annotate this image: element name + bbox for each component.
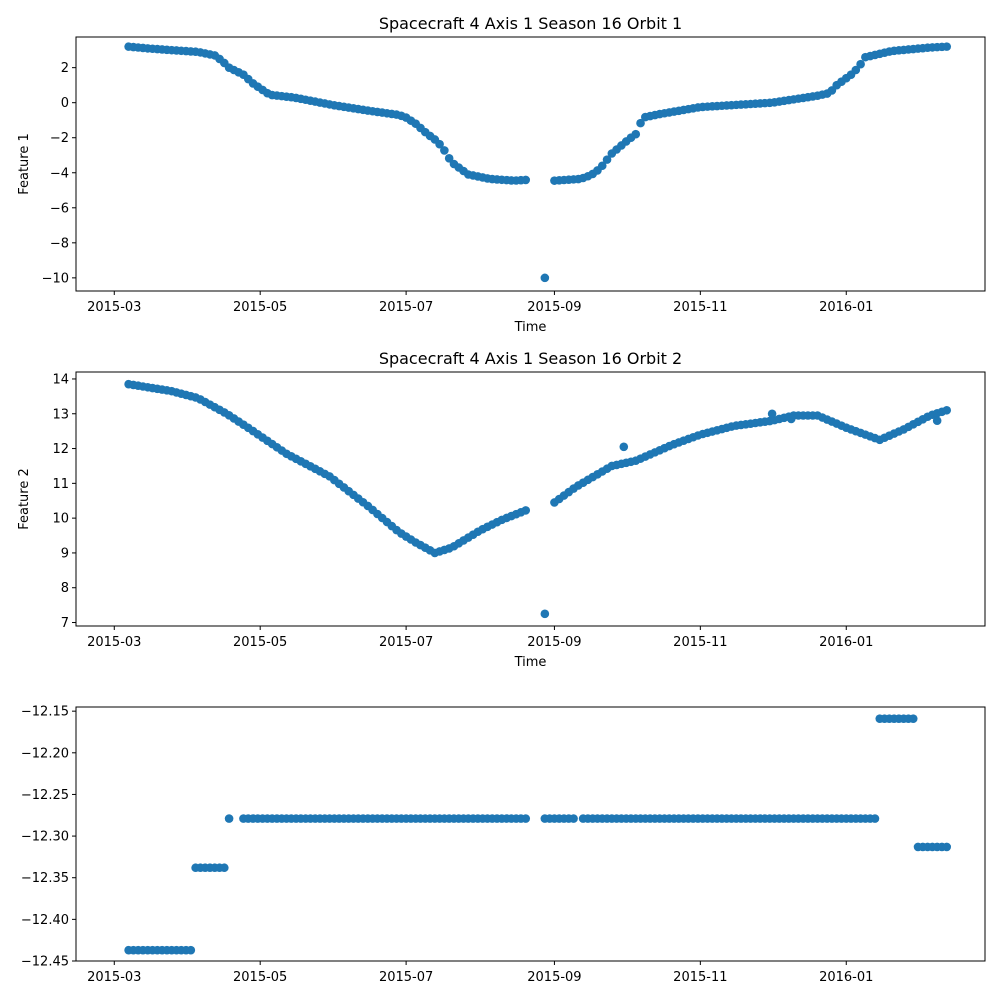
chart-orbit-2: 2015-03 2015-05 2015-07 2015-09 2015-11 2016-… (17, 349, 986, 670)
data-point (440, 146, 449, 155)
data-point (540, 609, 550, 619)
data-point (521, 814, 531, 823)
data-point (435, 139, 444, 149)
chart-title: Spacecraft 4 Axis 1 Season 16 Orbit 1 (379, 14, 682, 33)
data-point (597, 161, 607, 171)
y-tick-label: −10 (42, 271, 69, 286)
y-tick-label: 8 (61, 581, 69, 596)
y-tick-label: 14 (52, 372, 69, 387)
x-tick-label: 2015-05 (233, 635, 287, 650)
y-tick-label: 0 (61, 96, 69, 111)
data-point (856, 59, 865, 69)
data-point (602, 155, 612, 164)
x-tick-label: 2015-03 (87, 970, 141, 985)
x-tick-label: 2016-01 (819, 300, 873, 315)
y-tick-label: −12.45 (21, 955, 69, 970)
x-tick-label: 2015-09 (527, 970, 581, 985)
data-point (444, 154, 454, 163)
data-point (521, 506, 531, 515)
data-point (851, 65, 861, 75)
data-point (220, 863, 229, 873)
x-tick-label: 2015-07 (379, 970, 433, 985)
data-point (569, 814, 578, 823)
chart-orbit-1: 2015-03 2015-05 2015-07 2015-09 2015-11 2016-… (17, 14, 986, 335)
x-axis-label: Time (514, 655, 547, 670)
data-point (786, 414, 796, 424)
data-point (619, 442, 629, 452)
chart-panel-3: 2015-03 2015-05 2015-07 2015-09 2015-11 2016-… (21, 705, 986, 985)
data-point (631, 129, 641, 139)
x-tick-label: 2015-03 (87, 300, 141, 315)
data-point (540, 273, 550, 283)
x-tick-label: 2015-11 (673, 635, 727, 650)
x-axis-label: Time (514, 320, 547, 335)
data-point (932, 416, 942, 426)
x-tick-label: 2016-01 (819, 970, 873, 985)
data-point (908, 714, 918, 723)
y-tick-label: −12.20 (21, 746, 69, 761)
data-point (942, 405, 952, 415)
y-tick-label: 7 (61, 616, 69, 631)
plot-frame (75, 371, 986, 627)
x-tick-label: 2016-01 (819, 635, 873, 650)
x-tick-label: 2015-11 (673, 300, 727, 315)
plot-frame (75, 36, 986, 292)
y-tick-label: 10 (52, 512, 69, 527)
x-tick-label: 2015-09 (527, 635, 581, 650)
data-points (124, 42, 952, 283)
data-point (942, 842, 952, 852)
y-tick-label: 11 (52, 477, 69, 492)
x-tick-label: 2015-11 (673, 970, 727, 985)
y-tick-label: −12.35 (21, 871, 69, 886)
x-tick-label: 2015-03 (87, 635, 141, 650)
data-point (224, 814, 234, 823)
y-axis-label: Feature 1 (17, 133, 32, 195)
data-point (636, 118, 645, 128)
chart-title: Spacecraft 4 Axis 1 Season 16 Orbit 2 (379, 349, 682, 368)
data-point (186, 945, 196, 955)
y-tick-label: −12.30 (21, 830, 69, 845)
y-tick-label: −4 (50, 166, 69, 181)
data-point (942, 42, 952, 51)
data-points (124, 379, 952, 619)
y-tick-label: −12.25 (21, 788, 69, 803)
y-tick-label: 12 (52, 442, 69, 457)
plot-frame (75, 706, 986, 962)
x-tick-label: 2015-05 (233, 970, 287, 985)
data-point (521, 175, 531, 185)
y-tick-label: 9 (61, 546, 69, 561)
y-axis-label: Feature 2 (17, 468, 32, 530)
x-tick-label: 2015-09 (527, 300, 581, 315)
data-point (767, 409, 777, 419)
y-tick-label: −8 (50, 236, 69, 251)
x-tick-label: 2015-07 (379, 635, 433, 650)
y-tick-label: −12.40 (21, 913, 69, 928)
y-tick-label: −6 (50, 201, 69, 216)
y-tick-label: −12.15 (21, 705, 69, 720)
x-tick-label: 2015-05 (233, 300, 287, 315)
y-tick-label: 2 (61, 61, 69, 76)
data-point (870, 814, 880, 823)
x-tick-label: 2015-07 (379, 300, 433, 315)
y-tick-label: 13 (52, 407, 69, 422)
data-points (124, 714, 952, 955)
y-tick-label: −2 (50, 131, 69, 146)
